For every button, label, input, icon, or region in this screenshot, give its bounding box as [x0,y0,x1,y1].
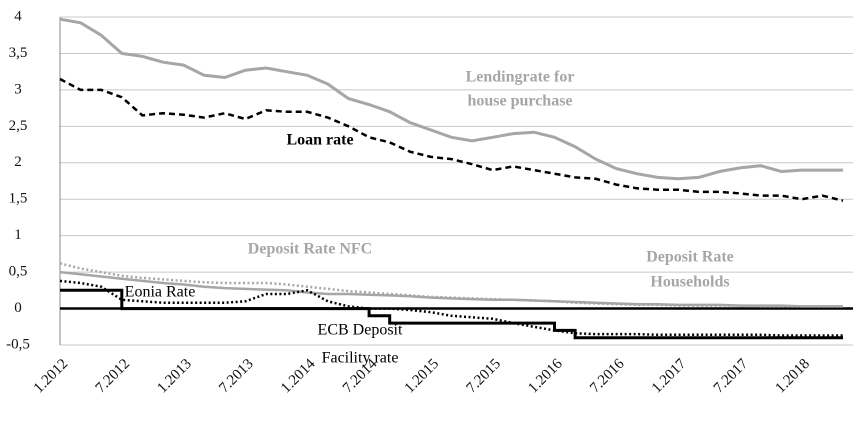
y-tick-label: 4 [14,8,22,24]
x-tick-label: 7.2015 [463,356,503,396]
series-line [59,17,843,181]
y-tick-label: 2 [14,154,22,170]
series-line [59,262,843,308]
y-tick-label: 3 [14,81,22,97]
x-tick-label: 1.2016 [525,356,566,397]
x-tick-label: 1.2012 [31,356,71,396]
annotation: Deposit Rate NFC [248,241,372,258]
x-tick-label: 7.2012 [93,356,133,396]
x-tick-label: 7.2016 [587,356,628,397]
x-tick-label: 1.2017 [649,356,690,397]
annotation: Eonia Rate [125,284,196,301]
x-tick-label: 1.2018 [773,356,813,396]
series-line [59,279,843,337]
y-tick-label: 2,5 [9,118,28,134]
series-line [59,270,843,308]
annotation: Facility rate [322,350,399,367]
y-tick-label: 0,5 [9,264,28,280]
x-tick-label: 1.2013 [154,356,194,396]
x-tick-label: 1.2015 [402,356,442,396]
annotation: Lendingrate for [466,69,575,86]
annotation: Deposit Rate [646,249,734,266]
series-line [59,77,844,202]
annotation: ECB Deposit [318,322,403,339]
x-tick-label: 7.2017 [711,356,752,397]
y-tick-label: -0,5 [6,336,30,352]
x-tick-label: 1.2014 [278,356,319,397]
y-tick-label: 0 [14,300,22,316]
annotation: house purchase [467,93,572,110]
y-tick-label: 1,5 [9,191,28,207]
annotation: Loan rate [286,132,353,149]
series-line [60,288,843,340]
y-tick-label: 1 [14,227,22,243]
annotation: Households [650,274,729,291]
y-tick-label: 3,5 [9,45,28,61]
x-tick-label: 7.2013 [216,356,256,396]
